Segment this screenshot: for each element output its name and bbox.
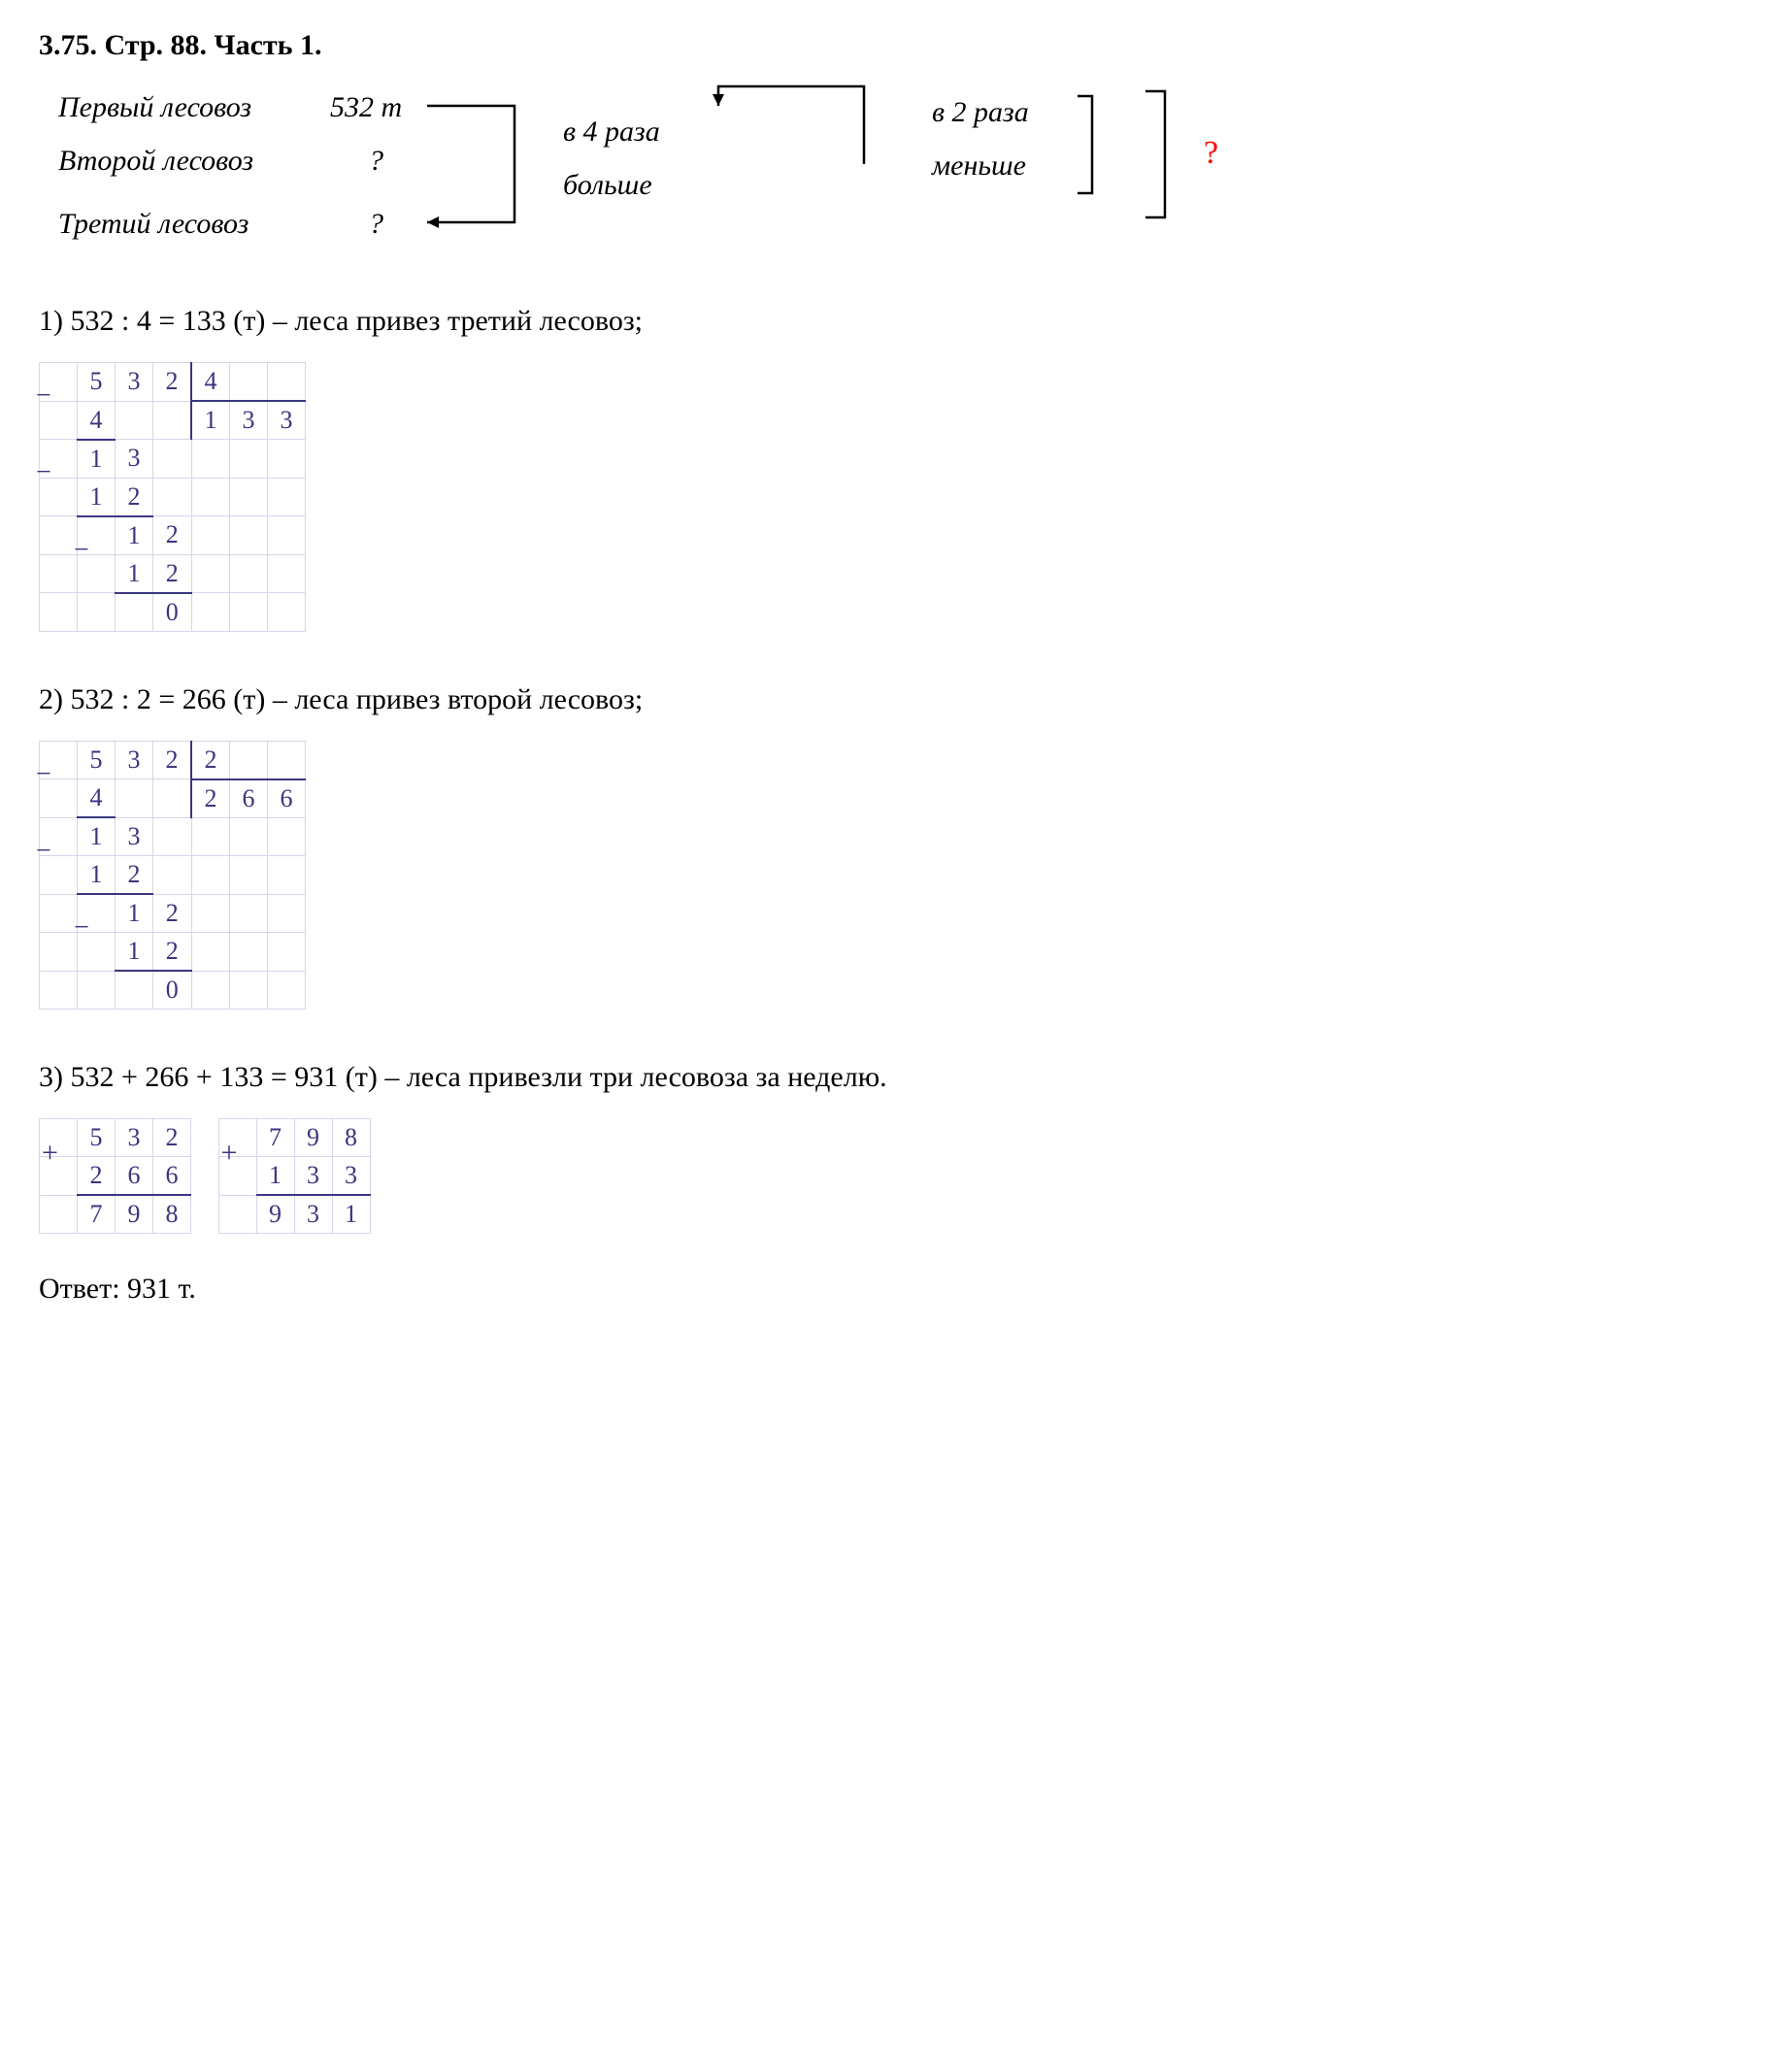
step1-text: 1) 532 : 4 = 133 (т) – леса привез трети…	[39, 305, 1753, 338]
problem-diagram: Первый лесовоз 532 т Второй лесовоз ? Тр…	[39, 82, 1753, 256]
page-title: 3.75. Стр. 88. Часть 1.	[39, 29, 1753, 62]
long-division-1: −5324 4133 −13 12 −12 12 0	[39, 362, 306, 632]
long-division-2: −5322 4266 −13 12 −12 12 0	[39, 741, 306, 1010]
answer-text: Ответ: 931 т.	[39, 1273, 1753, 1306]
step2-text: 2) 532 : 2 = 266 (т) – леса привез второ…	[39, 683, 1753, 716]
step3-text: 3) 532 + 266 + 133 = 931 (т) – леса прив…	[39, 1061, 1753, 1094]
diagram-arrows	[39, 82, 1301, 256]
addition-1: +532 266 798	[39, 1118, 191, 1234]
addition-2: +798 133 931	[218, 1118, 371, 1234]
